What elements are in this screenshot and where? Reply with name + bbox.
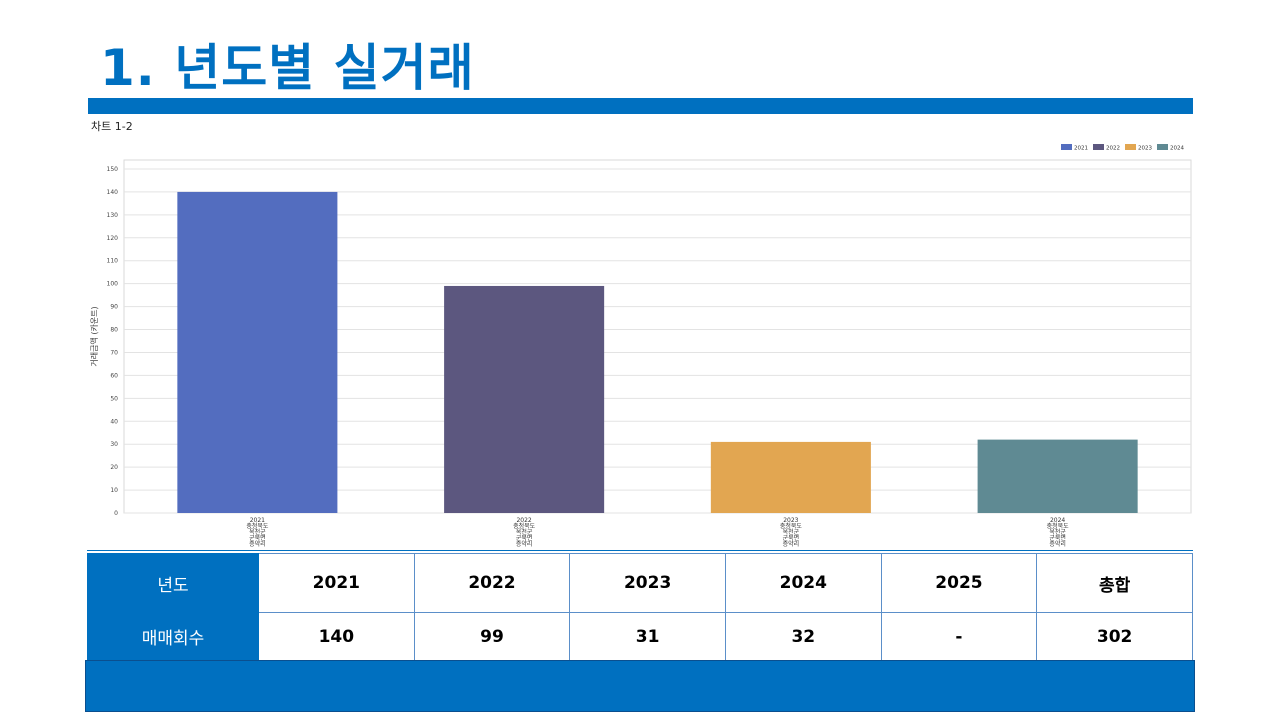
y-tick-label: 100 — [107, 281, 119, 288]
y-tick-label: 50 — [110, 395, 118, 402]
legend-swatch-2021 — [1061, 144, 1072, 150]
x-tick-label: 2024 — [1050, 517, 1065, 524]
bar-2022 — [444, 285, 605, 513]
y-axis-label: 거래금액 (카운트) — [89, 306, 99, 366]
x-tick-label: 군북면 — [783, 534, 800, 542]
count-header-cell: 매매회수 — [87, 612, 259, 661]
x-tick-label: 2023 — [783, 517, 798, 524]
year-cell: 2022 — [413, 553, 571, 613]
total-count-cell: 302 — [1036, 612, 1193, 661]
bar-2023 — [710, 441, 871, 513]
y-tick-label: 80 — [110, 327, 118, 334]
bar-2021 — [177, 191, 338, 513]
y-tick-label: 40 — [110, 418, 118, 425]
legend-label: 2021 — [1074, 146, 1088, 152]
legend-label: 2022 — [1106, 146, 1120, 152]
legend-label: 2024 — [1170, 146, 1184, 152]
x-tick-label: 옥천군 — [249, 528, 266, 536]
y-tick-label: 70 — [110, 349, 118, 356]
x-tick-label: 군북면 — [249, 534, 266, 542]
x-tick-label: 증약리 — [249, 540, 266, 548]
y-tick-label: 60 — [110, 372, 118, 379]
y-tick-label: 0 — [114, 510, 118, 517]
year-cell: 2025 — [880, 553, 1038, 613]
x-tick-label: 증약리 — [516, 540, 533, 548]
count-cell: 32 — [724, 612, 882, 661]
footer-bar — [85, 660, 1195, 712]
y-tick-label: 10 — [110, 487, 118, 494]
summary-table-wrapper: 년도 2021 2022 2023 2024 2025 총합 매매회수 140 … — [87, 550, 1193, 661]
x-tick-label: 옥천군 — [516, 528, 533, 536]
table-top-line — [87, 550, 1193, 551]
legend-swatch-2022 — [1093, 144, 1104, 150]
table-row-count: 매매회수 140 99 31 32 - 302 — [87, 612, 1193, 661]
legend-swatch-2024 — [1157, 144, 1168, 150]
x-tick-label: 옥천군 — [783, 528, 800, 536]
x-tick-label: 충청북도 — [780, 522, 803, 530]
y-tick-label: 130 — [107, 212, 119, 219]
x-tick-label: 증약리 — [783, 540, 800, 548]
count-cell: 140 — [258, 612, 415, 661]
y-tick-label: 140 — [107, 189, 119, 196]
year-header-cell: 년도 — [87, 553, 259, 613]
y-tick-label: 30 — [110, 441, 118, 448]
y-tick-label: 150 — [107, 166, 119, 173]
y-tick-label: 20 — [110, 464, 118, 471]
table-row-year: 년도 2021 2022 2023 2024 2025 총합 — [87, 553, 1193, 613]
bar-2024 — [977, 439, 1138, 513]
count-cell: - — [880, 612, 1038, 661]
x-tick-label: 충청북도 — [513, 522, 536, 530]
x-tick-label: 군북면 — [516, 534, 533, 542]
year-cell: 2024 — [724, 553, 882, 613]
y-tick-label: 110 — [107, 258, 119, 265]
x-tick-label: 군북면 — [1049, 534, 1066, 542]
x-tick-label: 증약리 — [1049, 540, 1066, 548]
title-underline-bar — [88, 98, 1193, 114]
bar-chart: 0 10 20 30 40 50 60 70 80 90 100 110 120 130 140 150 거래금… — [89, 144, 1192, 548]
x-tick-label: 충청북도 — [246, 522, 269, 530]
total-header-cell: 총합 — [1036, 553, 1193, 613]
y-tick-label: 90 — [110, 304, 118, 311]
summary-table: 년도 2021 2022 2023 2024 2025 총합 매매회수 140 … — [87, 553, 1193, 661]
count-cell: 31 — [569, 612, 726, 661]
x-tick-label: 옥천군 — [1049, 528, 1066, 536]
x-tick-label: 2022 — [516, 517, 531, 524]
year-cell: 2023 — [569, 553, 726, 613]
y-tick-label: 120 — [107, 235, 119, 242]
x-tick-label: 2021 — [250, 517, 265, 524]
year-cell: 2021 — [258, 553, 415, 613]
legend-swatch-2023 — [1125, 144, 1136, 150]
count-cell: 99 — [413, 612, 571, 661]
page-title: 1. 년도별 실거래 — [100, 39, 475, 97]
x-tick-label: 충청북도 — [1047, 522, 1070, 530]
legend-label: 2023 — [1138, 146, 1152, 152]
chart-caption: 차트 1-2 — [91, 120, 133, 133]
